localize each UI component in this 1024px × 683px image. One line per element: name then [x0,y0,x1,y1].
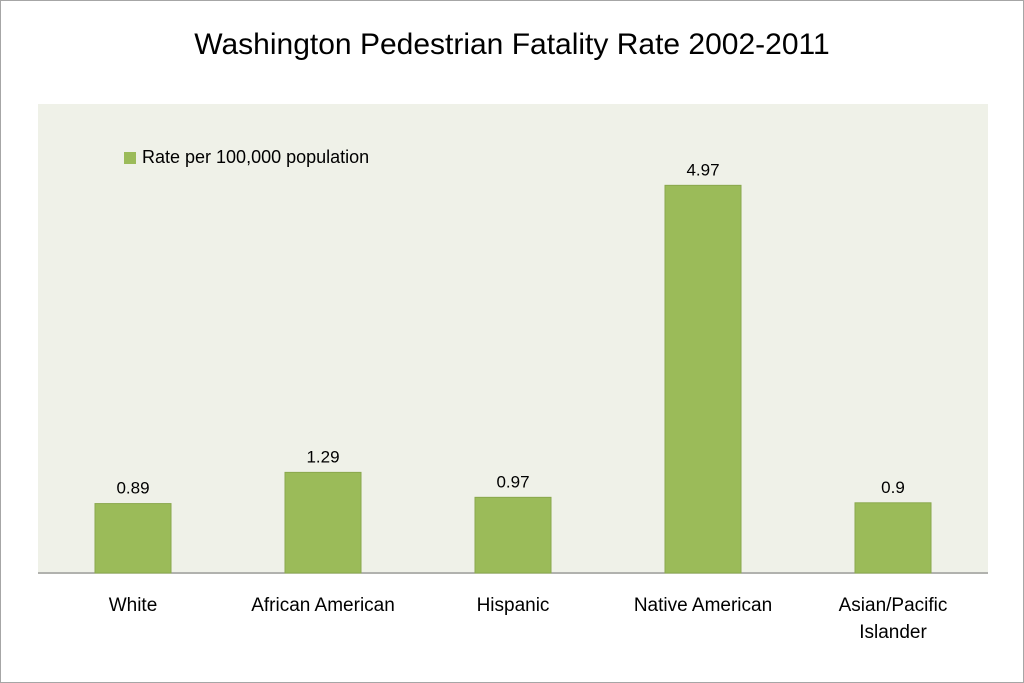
data-label: 1.29 [306,447,339,466]
legend: Rate per 100,000 population [124,147,369,168]
data-label: 0.89 [116,479,149,498]
category-label: Native American [634,595,772,616]
data-label: 0.97 [496,472,529,491]
category-label: African American [251,595,395,616]
category-label: Hispanic [477,595,550,616]
data-label: 0.9 [881,478,905,497]
bar [474,496,552,574]
plot-area [38,104,988,574]
bar [664,184,742,574]
bar [94,503,172,574]
legend-label: Rate per 100,000 population [142,147,370,167]
chart-title: Washington Pedestrian Fatality Rate 2002… [194,28,830,61]
category-label: Asian/Pacific Islander [839,595,948,643]
bar [284,471,362,574]
category-label: White [109,595,158,616]
data-label: 4.97 [686,160,719,179]
bar [854,502,932,574]
legend-swatch [124,151,136,164]
